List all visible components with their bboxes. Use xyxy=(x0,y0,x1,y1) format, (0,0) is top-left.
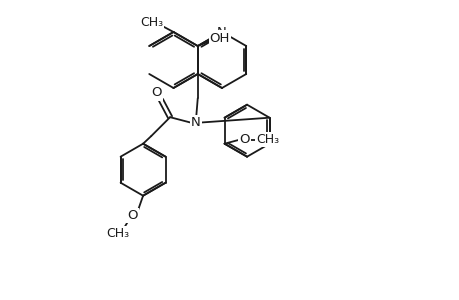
Text: O: O xyxy=(151,86,162,100)
Text: CH₃: CH₃ xyxy=(256,133,279,146)
Text: CH₃: CH₃ xyxy=(140,16,162,28)
Text: O: O xyxy=(127,209,137,222)
Text: N: N xyxy=(190,116,200,129)
Text: N: N xyxy=(217,26,226,38)
Text: O: O xyxy=(239,133,250,146)
Text: CH₃: CH₃ xyxy=(106,227,129,240)
Text: OH: OH xyxy=(209,32,230,44)
